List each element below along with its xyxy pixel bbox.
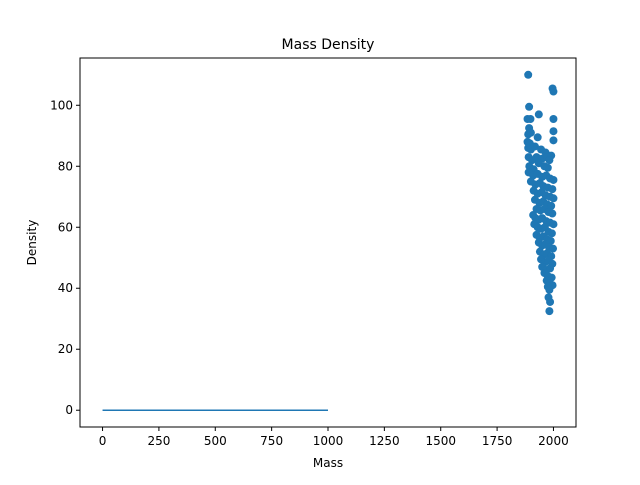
scatter-point xyxy=(545,285,554,294)
scatter-point xyxy=(549,244,558,253)
y-tick-label: 0 xyxy=(65,403,73,417)
scatter-point xyxy=(549,114,558,123)
scatter-point xyxy=(549,136,558,145)
y-tick-label: 20 xyxy=(58,342,73,356)
x-tick-label: 1750 xyxy=(482,434,513,448)
x-ticks: 0 250 500 750 1000 1250 1500 1750 2000 xyxy=(99,427,569,448)
scatter-point xyxy=(543,163,552,172)
scatter-point xyxy=(547,229,556,238)
scatter-point xyxy=(546,297,555,306)
x-tick-label: 750 xyxy=(260,434,283,448)
scatter-point xyxy=(547,201,556,210)
y-tick-label: 40 xyxy=(58,281,73,295)
scatter-point xyxy=(549,175,558,184)
x-tick-label: 2000 xyxy=(538,434,569,448)
plot-background xyxy=(80,58,576,427)
scatter-point xyxy=(548,185,557,194)
y-ticks: 0 20 40 60 80 100 xyxy=(50,98,80,417)
y-axis-label: Density xyxy=(25,220,39,266)
scatter-point xyxy=(549,194,558,203)
scatter-point xyxy=(525,102,534,111)
x-tick-label: 0 xyxy=(99,434,107,448)
scatter-point xyxy=(545,156,554,165)
x-tick-label: 250 xyxy=(147,434,170,448)
scatter-point xyxy=(526,114,535,123)
scatter-point xyxy=(530,142,539,151)
x-tick-label: 1250 xyxy=(369,434,400,448)
scatter-point xyxy=(549,220,558,229)
scatter-point xyxy=(533,133,542,142)
x-axis-label: Mass xyxy=(313,456,343,470)
marks-layer xyxy=(102,70,558,411)
scatter-point xyxy=(524,70,533,79)
x-tick-label: 1000 xyxy=(313,434,344,448)
x-tick-label: 1500 xyxy=(425,434,456,448)
chart-title: Mass Density xyxy=(282,37,375,53)
scatter-point xyxy=(526,128,535,137)
scatter-point xyxy=(549,127,558,136)
scatter-point xyxy=(534,110,543,119)
y-tick-label: 60 xyxy=(58,220,73,234)
x-tick-label: 500 xyxy=(204,434,227,448)
scatter-point xyxy=(549,87,558,96)
scatter-point xyxy=(546,264,555,273)
y-tick-label: 100 xyxy=(50,98,73,112)
y-tick-label: 80 xyxy=(58,159,73,173)
scatter-point xyxy=(545,307,554,316)
scatter-point xyxy=(548,209,557,218)
